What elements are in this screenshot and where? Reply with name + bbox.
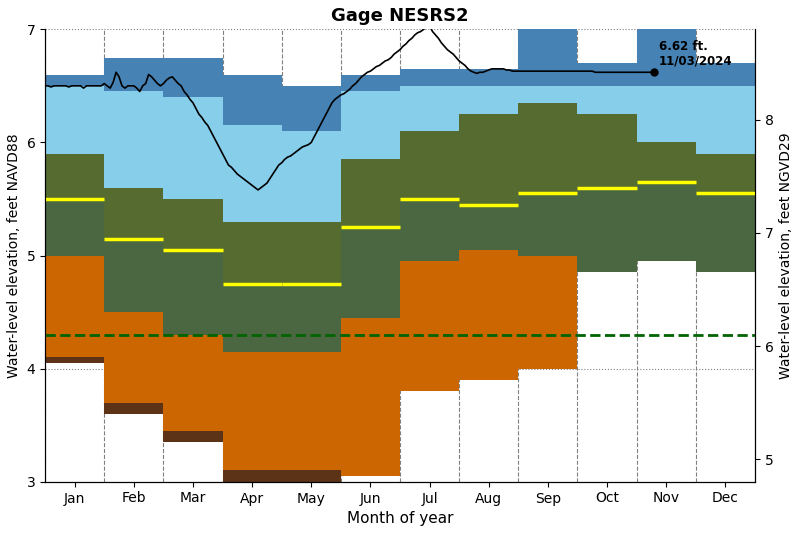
- Bar: [459, 86, 518, 114]
- Bar: [222, 125, 282, 222]
- Bar: [222, 284, 282, 352]
- Bar: [637, 142, 696, 182]
- Bar: [104, 312, 163, 402]
- Bar: [696, 154, 755, 193]
- Bar: [341, 318, 400, 476]
- Bar: [341, 75, 400, 92]
- Bar: [163, 58, 222, 97]
- Bar: [104, 239, 163, 312]
- Bar: [282, 222, 341, 284]
- Bar: [104, 402, 163, 414]
- Bar: [282, 131, 341, 222]
- Title: Gage NESRS2: Gage NESRS2: [331, 7, 469, 25]
- Bar: [696, 193, 755, 272]
- Bar: [104, 92, 163, 188]
- Bar: [163, 431, 222, 442]
- Bar: [341, 227, 400, 318]
- Bar: [222, 352, 282, 471]
- Y-axis label: Water-level elevation, feet NGVD29: Water-level elevation, feet NGVD29: [779, 132, 793, 379]
- Bar: [578, 188, 637, 272]
- Bar: [518, 86, 578, 103]
- Bar: [459, 69, 518, 86]
- Bar: [45, 357, 104, 363]
- Bar: [104, 58, 163, 92]
- Bar: [400, 261, 459, 391]
- Bar: [637, 86, 696, 142]
- Bar: [400, 131, 459, 199]
- Bar: [45, 75, 104, 86]
- Bar: [104, 188, 163, 239]
- Text: 6.62 ft.
11/03/2024: 6.62 ft. 11/03/2024: [659, 40, 733, 68]
- Bar: [222, 222, 282, 284]
- Bar: [637, 18, 696, 86]
- X-axis label: Month of year: Month of year: [346, 511, 454, 526]
- Bar: [459, 250, 518, 380]
- Bar: [518, 23, 578, 86]
- Bar: [222, 75, 282, 125]
- Bar: [578, 114, 637, 188]
- Bar: [45, 154, 104, 199]
- Bar: [518, 103, 578, 193]
- Bar: [163, 97, 222, 199]
- Bar: [459, 114, 518, 205]
- Bar: [518, 193, 578, 255]
- Bar: [282, 352, 341, 471]
- Bar: [163, 250, 222, 335]
- Bar: [45, 199, 104, 255]
- Bar: [45, 255, 104, 357]
- Bar: [400, 86, 459, 131]
- Bar: [222, 471, 282, 482]
- Bar: [45, 86, 104, 154]
- Bar: [163, 335, 222, 431]
- Bar: [282, 284, 341, 352]
- Bar: [282, 471, 341, 482]
- Bar: [341, 92, 400, 159]
- Bar: [518, 255, 578, 369]
- Bar: [282, 86, 341, 131]
- Bar: [341, 159, 400, 227]
- Bar: [696, 63, 755, 86]
- Bar: [400, 69, 459, 86]
- Bar: [578, 86, 637, 114]
- Bar: [163, 199, 222, 250]
- Bar: [400, 199, 459, 261]
- Bar: [637, 182, 696, 261]
- Bar: [696, 86, 755, 154]
- Bar: [459, 205, 518, 250]
- Y-axis label: Water-level elevation, feet NAVD88: Water-level elevation, feet NAVD88: [7, 133, 21, 378]
- Bar: [578, 63, 637, 86]
